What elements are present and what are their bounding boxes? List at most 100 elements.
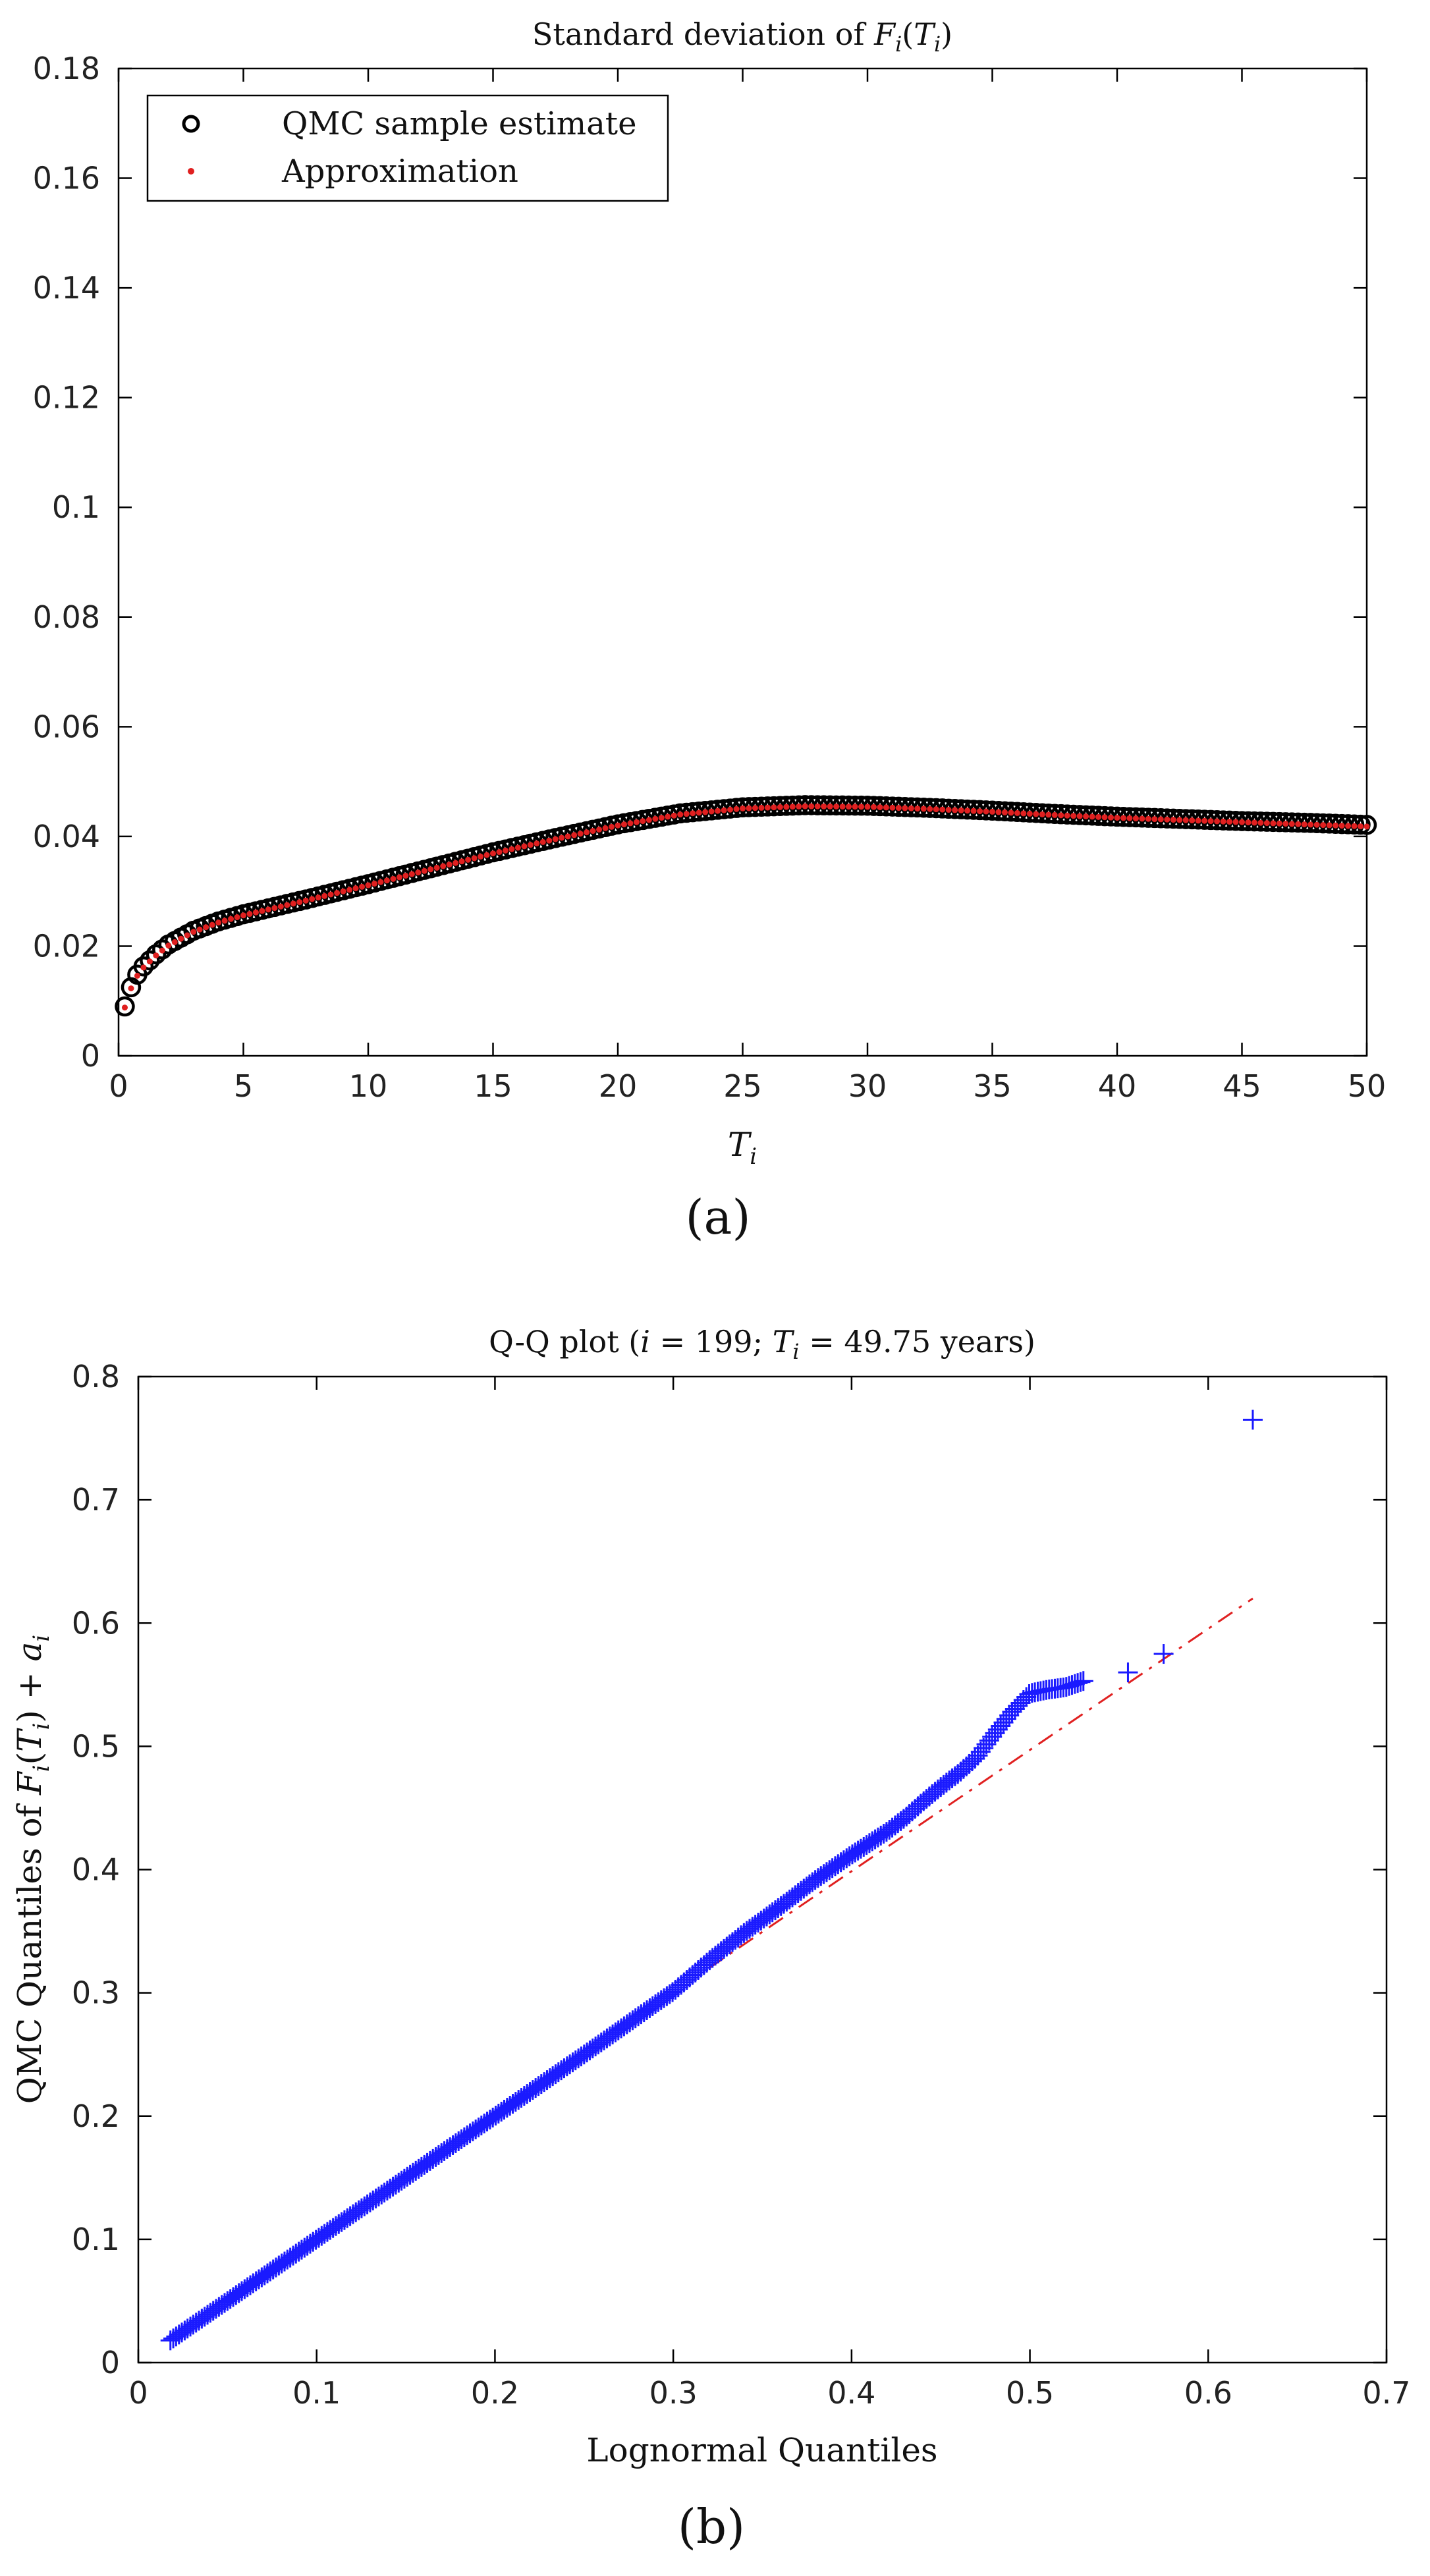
panel-b-xtick-label: 0.4	[827, 2375, 875, 2411]
panel-a-ytick-label: 0.06	[33, 709, 100, 744]
legend-circle-marker	[182, 115, 200, 133]
qq-tail-point	[1242, 1410, 1263, 1430]
approximation-point	[334, 890, 341, 896]
approximation-point	[1020, 810, 1027, 817]
approximation-point	[914, 806, 921, 812]
approximation-point	[502, 847, 509, 854]
approximation-point	[970, 808, 977, 814]
panel-b-xtick-label: 0.6	[1184, 2375, 1232, 2411]
legend-dot-marker	[188, 168, 194, 175]
panel-a-ticks: 0 5 10 15 20 25 30 35 40 45 50 0 0.02 0.04 0.06 0.08 0.1…	[33, 51, 1387, 1104]
legend-entry-approx: Approximation	[281, 153, 518, 190]
approximation-point	[359, 883, 366, 890]
approximation-point	[315, 894, 321, 901]
approximation-point	[509, 846, 515, 852]
approximation-point	[1189, 817, 1196, 824]
approximation-point	[1045, 811, 1052, 818]
approximation-point	[121, 1004, 128, 1011]
panel-b-ylabel: QMC Quantiles of Fi(Ti) + ai	[11, 1635, 55, 2104]
approximation-point	[1145, 815, 1151, 822]
panel-a-xtick-label: 35	[973, 1068, 1012, 1104]
approximation-point	[1076, 813, 1083, 819]
approximation-point	[140, 964, 147, 971]
approximation-point	[1120, 815, 1126, 821]
approximation-point	[715, 808, 721, 814]
approximation-point	[240, 912, 246, 919]
panel-a-xtick-label: 25	[723, 1068, 762, 1104]
panel-b-axes-box	[137, 1375, 1388, 2364]
approximation-point	[221, 918, 228, 924]
qq-point	[1016, 1687, 1037, 1707]
approximation-point	[952, 807, 958, 813]
qq-point	[1010, 1693, 1031, 1713]
panel-b-ytick-label: 0.6	[72, 1605, 120, 1641]
panel-b-chart: Q-Q plot (i = 199; Ti = 49.75 years) 0 0.…	[11, 1324, 1411, 2469]
approximation-point	[1232, 819, 1239, 825]
approximation-point	[1214, 818, 1221, 825]
approximation-point	[796, 803, 802, 809]
approximation-point	[321, 892, 328, 899]
approximation-point	[808, 803, 815, 809]
approximation-point	[1008, 809, 1014, 816]
panel-a-xtick-label: 10	[349, 1068, 388, 1104]
approximation-point	[1288, 821, 1295, 827]
approximation-point	[346, 887, 353, 893]
approximation-point	[290, 900, 296, 907]
approximation-point	[708, 808, 715, 815]
qmc-estimate-point	[140, 950, 160, 971]
approximation-point	[1114, 815, 1120, 821]
qmc-estimate-point	[133, 956, 154, 977]
approximation-point	[165, 943, 172, 949]
approximation-point	[421, 867, 427, 874]
approximation-point	[989, 808, 995, 815]
qq-point	[1073, 1671, 1093, 1691]
approximation-point	[1320, 822, 1327, 829]
approximation-point	[377, 879, 384, 885]
panel-b-xtick-label: 0.1	[292, 2375, 341, 2411]
approximation-point	[415, 869, 422, 876]
approximation-point	[302, 897, 309, 904]
approximation-point	[1226, 819, 1233, 825]
approximation-point	[1095, 813, 1102, 820]
legend-box	[146, 94, 669, 202]
approximation-point	[609, 823, 615, 830]
approximation-point	[1064, 812, 1070, 819]
approximation-point	[964, 808, 971, 814]
approximation-point	[521, 843, 528, 850]
panel-a-ytick-label: 0.1	[52, 489, 100, 525]
approximation-point	[1207, 818, 1214, 825]
approximation-point	[1182, 817, 1189, 823]
approximation-point	[1026, 810, 1033, 817]
approximation-point	[433, 864, 440, 871]
approximation-point	[702, 809, 709, 815]
approximation-point	[327, 891, 334, 898]
approximation-point	[1358, 823, 1364, 830]
approximation-point	[602, 825, 609, 831]
approximation-point	[814, 803, 821, 809]
panel-a-xtick-label: 15	[474, 1068, 512, 1104]
approximation-point	[1164, 816, 1170, 823]
approximation-point	[652, 815, 659, 822]
approximation-point	[1089, 813, 1095, 820]
approximation-point	[1307, 821, 1314, 828]
panel-b-ytick-label: 0.8	[72, 1359, 120, 1394]
approximation-point	[740, 805, 746, 811]
approximation-point	[1239, 819, 1245, 825]
approximation-point	[1363, 823, 1370, 830]
approximation-point	[1282, 821, 1289, 827]
panel-b-ytick-label: 0.1	[72, 2222, 120, 2257]
panel-a-ytick-label: 0.08	[33, 599, 100, 635]
panel-a-xtick-label: 45	[1223, 1068, 1261, 1104]
approximation-point	[465, 856, 472, 863]
approximation-point	[983, 808, 989, 815]
approximation-point	[1220, 818, 1226, 825]
approximation-point	[178, 935, 184, 942]
approximation-point	[496, 849, 503, 856]
panel-a-legend: QMC sample estimate Approximation	[146, 94, 669, 202]
approximation-point	[783, 804, 790, 810]
panel-a-ytick-label: 0	[81, 1038, 100, 1074]
approximation-point	[234, 914, 240, 921]
panel-a-xtick-label: 5	[234, 1068, 253, 1104]
approximation-point	[895, 805, 902, 811]
approximation-point	[296, 899, 303, 906]
